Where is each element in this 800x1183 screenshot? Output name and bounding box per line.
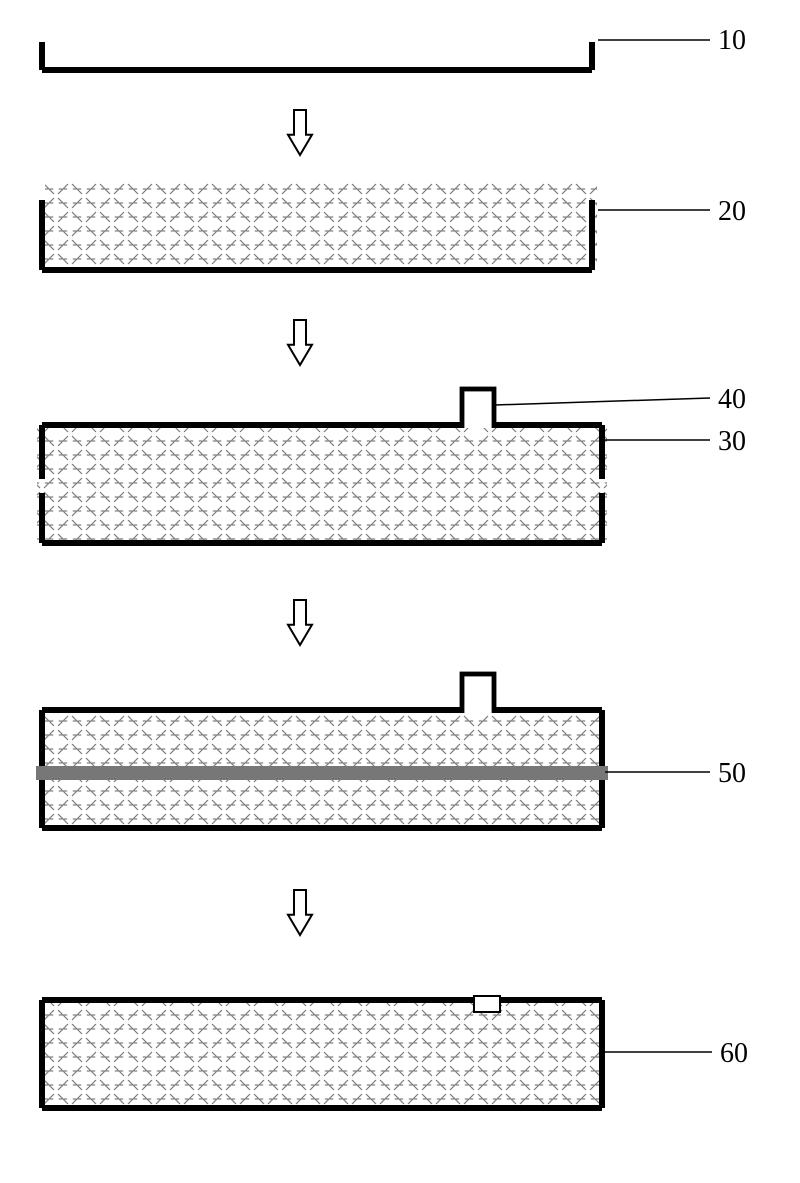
callout-label-s2: 20 [718, 196, 746, 228]
callout-label-s1: 10 [718, 25, 746, 57]
flow-arrow [288, 890, 312, 935]
flow-arrow [288, 110, 312, 155]
fill-step3 [37, 428, 607, 540]
callout-label-s4: 50 [718, 758, 746, 790]
fill-step5 [45, 1003, 599, 1105]
mid-layer [36, 766, 608, 780]
callout-label-s3_top: 40 [718, 384, 746, 416]
flow-arrow [288, 320, 312, 365]
callout-label-s5: 60 [720, 1038, 748, 1070]
process-diagram [0, 0, 800, 1183]
callout-label-s3_side: 30 [718, 426, 746, 458]
fill-step2 [45, 182, 597, 267]
flow-arrow [288, 600, 312, 645]
